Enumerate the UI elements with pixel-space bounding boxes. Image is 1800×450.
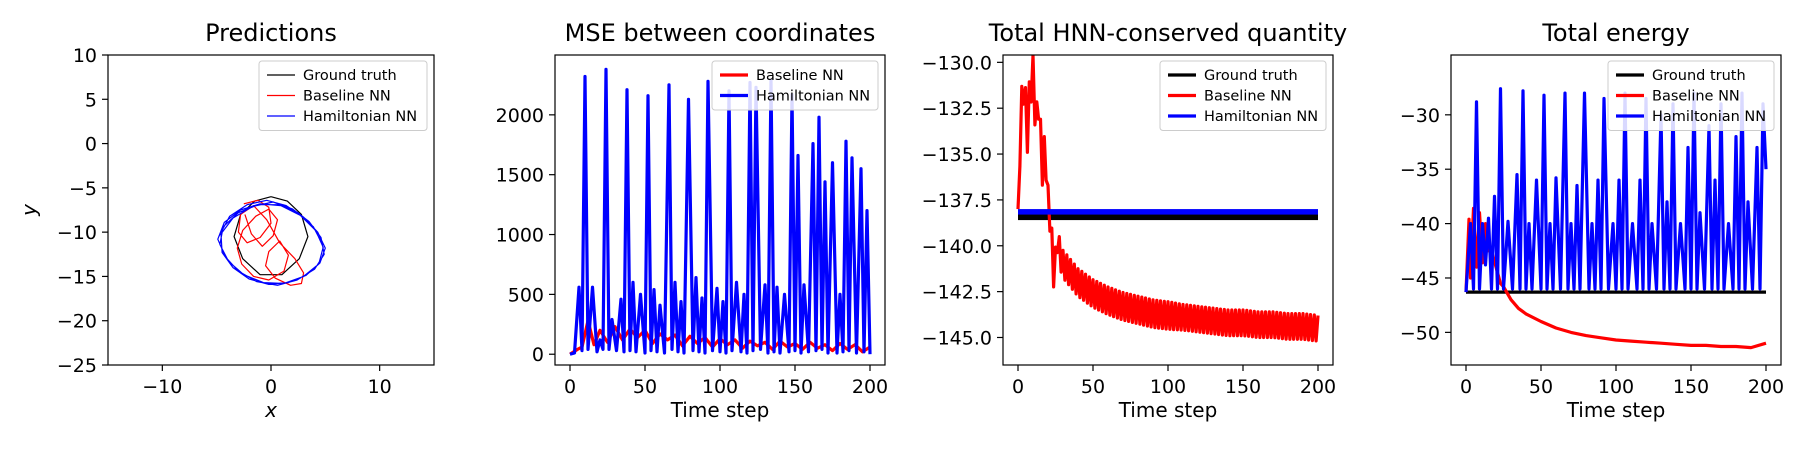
x-tick-label: 50 [633, 376, 657, 398]
x-axis-label: x [264, 398, 277, 422]
y-tick-label: −135.0 [922, 144, 992, 166]
x-tick-label: 100 [1598, 376, 1634, 398]
plot-area [1016, 55, 1320, 343]
legend-label-baseline-nn: Baseline NN [1652, 89, 1740, 105]
x-tick-label: 0 [564, 376, 576, 398]
x-tick-label: 100 [702, 376, 738, 398]
series-hamiltonian-nn-line [217, 199, 326, 286]
y-tick-label: −145.0 [922, 327, 992, 349]
plot-area [1464, 87, 1768, 350]
y-tick-label: −45 [1400, 268, 1440, 290]
legend: Baseline NN Hamiltonian NN [711, 60, 879, 111]
x-tick-label: 150 [1673, 376, 1709, 398]
legend-label-baseline-nn: Baseline NN [1204, 89, 1292, 105]
legend-label-baseline-nn: Baseline NN [303, 89, 391, 105]
x-tick-label: 200 [1300, 376, 1336, 398]
legend-label-hamiltonian-nn: Hamiltonian NN [303, 109, 417, 125]
y-tick-label: −5 [69, 178, 97, 200]
y-tick-label: −25 [57, 355, 97, 377]
chart-title: Predictions [205, 19, 337, 47]
x-axis-label: Time step [1118, 398, 1218, 422]
chart-title: Total HNN-conserved quantity [988, 19, 1347, 47]
y-tick-label: −142.5 [922, 282, 992, 304]
y-tick-label: −140.0 [922, 236, 992, 258]
y-tick-label: −20 [57, 311, 97, 333]
x-tick-label: 150 [1225, 376, 1261, 398]
y-tick-label: −35 [1400, 159, 1440, 181]
predictions-panel: Predictions −10 0 10 10 5 0 −5 −10 −15 −20 −25 x y Gro… [17, 19, 435, 422]
hnn-conserved-panel: Total HNN-conserved quantity 0 50 100 150 200… [922, 19, 1348, 422]
x-tick-label: 50 [1529, 376, 1553, 398]
legend-box [1159, 60, 1327, 131]
legend-label-ground-truth: Ground truth [303, 68, 397, 84]
y-tick-label: −30 [1400, 105, 1440, 127]
y-tick-label: −132.5 [922, 98, 992, 120]
legend-label-hamiltonian-nn: Hamiltonian NN [1204, 109, 1318, 125]
series-hamiltonian-nn-line [569, 67, 872, 356]
y-tick-label: 500 [508, 284, 544, 306]
y-tick-label: −40 [1400, 214, 1440, 236]
legend-label-hamiltonian-nn: Hamiltonian NN [1652, 109, 1766, 125]
series-baseline-nn-line [236, 199, 305, 286]
x-tick-label: 10 [368, 376, 392, 398]
x-tick-label: 0 [265, 376, 277, 398]
plot-area [217, 196, 326, 286]
y-tick-label: 1000 [496, 225, 544, 247]
legend-box [1607, 60, 1775, 131]
legend-box [711, 60, 879, 111]
series-baseline-nn-line [1016, 55, 1320, 343]
legend-label-baseline-nn: Baseline NN [756, 68, 844, 84]
total-energy-panel: Total energy 0 50 100 150 200 −30 −35 −40 −45 −50 T… [1400, 19, 1784, 422]
x-tick-label: 150 [777, 376, 813, 398]
y-tick-label: 5 [85, 89, 97, 111]
x-tick-label: 200 [1748, 376, 1784, 398]
y-tick-label: 2000 [496, 105, 544, 127]
y-tick-label: −130.0 [922, 52, 992, 74]
y-tick-label: −50 [1400, 322, 1440, 344]
legend: Ground truth Baseline NN Hamiltonian NN [258, 60, 428, 131]
y-tick-label: −137.5 [922, 190, 992, 212]
x-tick-label: 50 [1081, 376, 1105, 398]
y-tick-label: 0 [85, 134, 97, 156]
legend-box [258, 60, 428, 131]
legend-label-ground-truth: Ground truth [1652, 68, 1746, 84]
x-axis-label: Time step [1566, 398, 1666, 422]
legend-label-ground-truth: Ground truth [1204, 68, 1298, 84]
y-tick-label: −10 [57, 222, 97, 244]
plot-area [569, 67, 872, 356]
series-hamiltonian-nn-line [1464, 87, 1768, 293]
y-tick-label: 10 [73, 45, 97, 67]
legend-label-hamiltonian-nn: Hamiltonian NN [756, 89, 870, 105]
y-tick-label: 1500 [496, 165, 544, 187]
legend: Ground truth Baseline NN Hamiltonian NN [1159, 60, 1327, 131]
x-tick-label: 0 [1460, 376, 1472, 398]
y-tick-label: 0 [532, 344, 544, 366]
x-tick-label: 0 [1012, 376, 1024, 398]
y-tick-label: −15 [57, 266, 97, 288]
legend: Ground truth Baseline NN Hamiltonian NN [1607, 60, 1775, 131]
chart-title: Total energy [1541, 19, 1689, 47]
x-tick-label: 100 [1150, 376, 1186, 398]
y-axis-label: y [17, 203, 41, 217]
x-tick-label: 200 [852, 376, 888, 398]
chart-title: MSE between coordinates [565, 19, 876, 47]
x-axis-label: Time step [670, 398, 770, 422]
x-tick-label: −10 [142, 376, 182, 398]
